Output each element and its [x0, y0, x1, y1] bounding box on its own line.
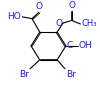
Text: O: O — [68, 1, 75, 10]
Text: Br: Br — [19, 70, 29, 79]
Text: CH₃: CH₃ — [81, 19, 97, 28]
Text: HO: HO — [8, 12, 21, 21]
Text: C: C — [66, 41, 73, 49]
Text: Br: Br — [66, 70, 76, 79]
Text: O: O — [55, 19, 62, 28]
Text: OH: OH — [78, 41, 92, 50]
Text: O: O — [35, 2, 42, 11]
